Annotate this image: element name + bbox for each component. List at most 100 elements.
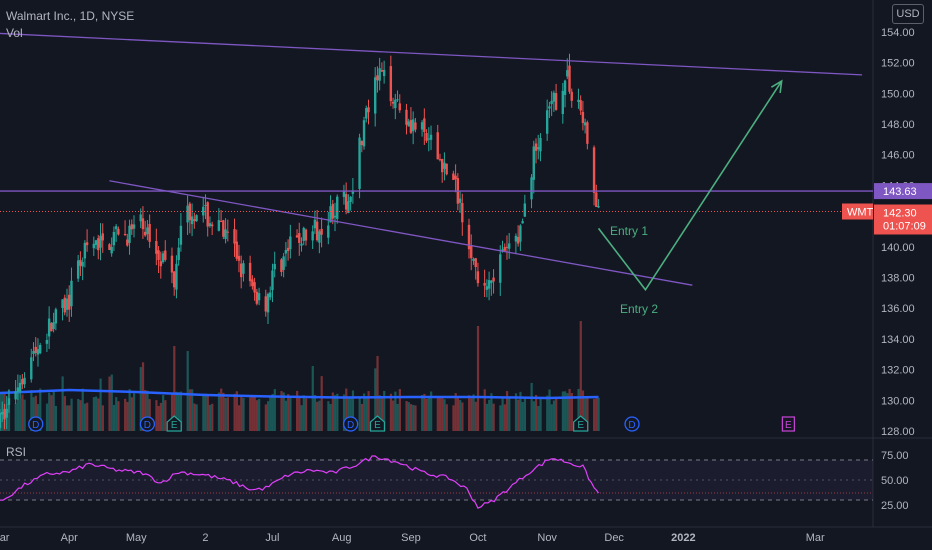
volume-bar <box>550 404 553 431</box>
volume-bar <box>157 405 160 431</box>
candle-body <box>289 236 292 250</box>
candle-body <box>485 286 489 290</box>
volume-bar <box>318 400 321 431</box>
candle-body <box>396 99 399 101</box>
earnings-letter: E <box>577 420 584 431</box>
volume-bar <box>483 389 486 431</box>
earnings-marker: E <box>573 415 589 432</box>
volume-bar <box>347 396 350 431</box>
candle-body <box>454 175 457 180</box>
price-tick-label: 154.00 <box>881 27 915 39</box>
candle-body <box>219 221 223 223</box>
volume-bar <box>48 392 51 431</box>
candle-body <box>331 203 334 219</box>
volume-bar <box>474 401 477 431</box>
candle-body <box>376 75 379 81</box>
volume-bar <box>311 366 314 431</box>
volume-bar <box>568 388 571 431</box>
volume-bar <box>251 395 254 431</box>
volume-bar <box>193 403 196 431</box>
candle-body <box>54 309 58 324</box>
volume-bar <box>269 395 272 431</box>
volume-bar <box>454 393 457 431</box>
candle-body <box>266 293 270 313</box>
candle-body <box>360 141 363 146</box>
candle-body <box>32 350 35 354</box>
volume-bar <box>255 400 259 431</box>
entry-2-label: Entry 2 <box>620 302 658 316</box>
candle-body <box>487 280 491 289</box>
candle-body <box>394 99 397 109</box>
candle-body <box>179 225 183 245</box>
volume-bar <box>173 346 176 431</box>
candle-body <box>548 106 551 109</box>
candle-body <box>251 279 254 287</box>
candle-body <box>202 206 205 216</box>
time-tick-label: 2022 <box>671 532 695 544</box>
candle-body <box>123 233 127 235</box>
volume-bar <box>488 399 491 431</box>
candle-body <box>61 299 64 309</box>
volume-bar <box>316 401 319 431</box>
currency-badge[interactable]: USD <box>892 4 924 24</box>
candle-body <box>516 236 520 244</box>
candle-body <box>320 228 323 235</box>
volume-bar <box>358 397 361 431</box>
time-tick-label: Jul <box>265 532 279 544</box>
candle-body <box>537 147 540 150</box>
candle-body <box>63 297 66 313</box>
volume-bar <box>0 393 2 431</box>
candle-body <box>146 227 149 235</box>
candle-body <box>23 377 26 385</box>
candle-body <box>545 110 549 134</box>
rsi-tick-label: 75.00 <box>881 450 909 462</box>
candles <box>0 53 600 431</box>
volume-bar <box>452 405 455 431</box>
volume-bar <box>95 396 98 431</box>
candle-body <box>101 233 104 241</box>
candle-body <box>240 263 243 278</box>
lower-trendline <box>109 180 693 286</box>
rsi-tick-label: 25.00 <box>881 500 909 512</box>
candle-body <box>298 233 301 243</box>
projection-arrowhead <box>770 79 783 94</box>
candle-body <box>193 219 196 222</box>
volume-bar <box>195 404 198 431</box>
earnings-letter: E <box>785 420 792 431</box>
volume-bar <box>226 397 229 431</box>
earnings-marker: E <box>166 415 182 432</box>
candle-body <box>110 246 113 254</box>
volume-bar <box>374 368 377 431</box>
volume-bar <box>206 394 209 431</box>
candle-body <box>414 122 417 130</box>
dividend-circle <box>342 416 359 432</box>
candle-body <box>420 122 424 130</box>
candle-body <box>242 263 245 274</box>
candle-body <box>367 107 370 113</box>
candle-body <box>273 264 276 270</box>
volume-bar <box>459 400 462 431</box>
volume-bar <box>517 399 520 431</box>
candle-body <box>5 408 8 418</box>
candle-body <box>436 132 439 160</box>
volume-bar <box>159 402 162 431</box>
volume-bar <box>177 392 180 431</box>
candle-body <box>70 280 73 307</box>
candle-body <box>443 162 446 169</box>
volume-bar <box>320 376 323 431</box>
volume-bar <box>472 394 475 431</box>
volume-bar <box>456 396 460 431</box>
candle-body <box>117 228 120 235</box>
volume-bar <box>586 397 589 431</box>
candle-body <box>313 219 317 229</box>
time-tick-label: Dec <box>604 532 624 544</box>
volume-bar <box>280 391 283 431</box>
volume-bar <box>564 391 567 431</box>
earnings-letter: E <box>171 420 178 431</box>
volume-legend: Vol <box>6 26 23 40</box>
volume-bar <box>99 378 102 431</box>
earnings-letter: E <box>374 420 381 431</box>
candle-body <box>597 206 600 208</box>
